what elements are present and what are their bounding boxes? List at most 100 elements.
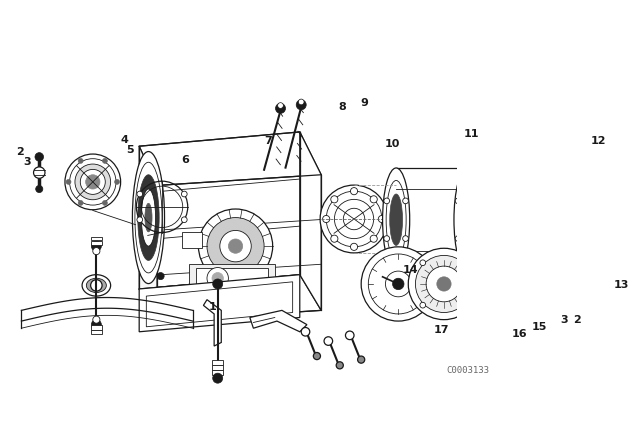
Ellipse shape [145, 203, 152, 232]
Circle shape [301, 327, 310, 336]
Text: 1: 1 [209, 302, 216, 312]
Circle shape [296, 100, 306, 110]
Circle shape [93, 248, 100, 255]
Circle shape [278, 103, 284, 108]
Circle shape [378, 215, 385, 223]
Circle shape [474, 198, 480, 204]
Ellipse shape [141, 189, 156, 246]
Circle shape [467, 263, 472, 267]
Circle shape [93, 316, 100, 323]
Text: 2: 2 [573, 314, 580, 325]
Text: 7: 7 [264, 136, 271, 146]
Circle shape [367, 265, 375, 272]
Circle shape [358, 356, 365, 363]
Circle shape [458, 279, 463, 284]
Circle shape [532, 264, 538, 270]
Ellipse shape [326, 191, 382, 247]
Circle shape [496, 216, 503, 223]
Ellipse shape [75, 164, 111, 200]
Text: 15: 15 [531, 322, 547, 332]
Text: 4: 4 [120, 135, 128, 146]
Circle shape [384, 236, 390, 241]
Text: 10: 10 [385, 139, 400, 149]
Circle shape [78, 159, 83, 164]
Circle shape [370, 196, 378, 203]
Text: 5: 5 [126, 145, 134, 155]
Ellipse shape [86, 278, 106, 293]
Circle shape [331, 235, 338, 242]
Circle shape [455, 236, 461, 241]
Bar [189, 264, 275, 296]
Ellipse shape [386, 181, 406, 259]
Circle shape [212, 279, 223, 289]
Circle shape [408, 248, 479, 319]
Bar [212, 360, 223, 365]
Circle shape [92, 319, 101, 330]
Polygon shape [139, 275, 300, 332]
Circle shape [516, 263, 525, 271]
Ellipse shape [458, 181, 477, 259]
Circle shape [420, 302, 426, 308]
Ellipse shape [454, 168, 481, 271]
Text: 16: 16 [512, 329, 527, 339]
Circle shape [212, 272, 223, 284]
Circle shape [36, 185, 43, 193]
Text: 6: 6 [182, 155, 189, 165]
Text: 8: 8 [339, 102, 346, 112]
Ellipse shape [82, 275, 111, 296]
Bar [516, 297, 525, 300]
Ellipse shape [86, 175, 100, 189]
Circle shape [351, 243, 358, 250]
Ellipse shape [465, 266, 495, 298]
Circle shape [385, 271, 411, 297]
Circle shape [33, 167, 45, 178]
Polygon shape [139, 132, 321, 185]
Ellipse shape [494, 212, 506, 228]
Circle shape [198, 209, 273, 283]
Bar [212, 370, 223, 375]
Circle shape [518, 268, 524, 274]
Text: 3: 3 [23, 157, 31, 167]
Polygon shape [300, 132, 321, 310]
Circle shape [351, 188, 358, 195]
Bar [91, 325, 102, 330]
Circle shape [137, 191, 143, 197]
Bar [182, 232, 202, 248]
Circle shape [361, 247, 435, 321]
Bar [212, 365, 223, 370]
Ellipse shape [135, 162, 162, 273]
Circle shape [384, 198, 390, 204]
Circle shape [181, 191, 187, 197]
Circle shape [207, 218, 264, 275]
Circle shape [474, 236, 480, 241]
Text: 12: 12 [590, 136, 606, 146]
Circle shape [368, 254, 428, 314]
Circle shape [102, 200, 108, 205]
Circle shape [298, 99, 304, 105]
Circle shape [102, 159, 108, 164]
Circle shape [346, 331, 354, 340]
Ellipse shape [335, 199, 374, 239]
Circle shape [228, 239, 243, 253]
Circle shape [504, 287, 513, 295]
Text: 9: 9 [360, 99, 368, 108]
Text: C0003133: C0003133 [446, 366, 489, 375]
Circle shape [336, 362, 343, 369]
Circle shape [331, 196, 338, 203]
Text: 17: 17 [433, 325, 449, 335]
Ellipse shape [390, 194, 403, 246]
Circle shape [324, 337, 333, 345]
Circle shape [487, 296, 492, 301]
Circle shape [35, 153, 44, 161]
Circle shape [455, 198, 461, 204]
Circle shape [403, 236, 408, 241]
Circle shape [487, 263, 492, 267]
Text: 13: 13 [613, 280, 628, 290]
Circle shape [275, 103, 285, 113]
Circle shape [91, 280, 102, 291]
Circle shape [212, 373, 223, 383]
Bar [91, 237, 102, 241]
Circle shape [207, 267, 228, 289]
Ellipse shape [460, 261, 499, 302]
Circle shape [497, 279, 501, 284]
